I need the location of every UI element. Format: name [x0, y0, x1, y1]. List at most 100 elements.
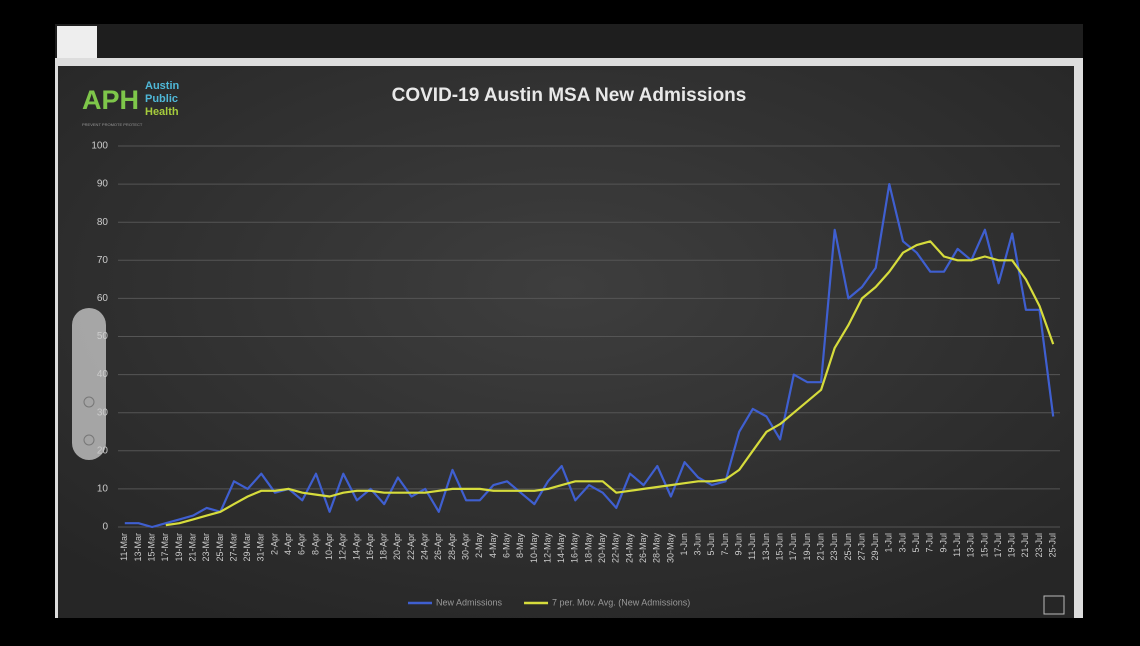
zoom-in[interactable]: [83, 396, 95, 408]
x-tick-label: 28-May: [652, 533, 662, 564]
y-tick-label: 0: [102, 522, 108, 533]
x-tick-label: 30-Apr: [461, 533, 471, 560]
x-tick-label: 20-Apr: [392, 533, 402, 560]
y-tick-label: 90: [97, 179, 109, 190]
x-tick-label: 7-Jun: [720, 533, 730, 556]
x-tick-label: 1-Jun: [679, 533, 689, 556]
x-tick-label: 5-Jun: [706, 533, 716, 556]
x-tick-label: 25-Jun: [843, 533, 853, 561]
x-tick-label: 8-May: [515, 533, 525, 559]
x-tick-label: 18-Apr: [379, 533, 389, 560]
x-tick-label: 18-May: [583, 533, 593, 564]
x-tick-label: 10-May: [529, 533, 539, 564]
x-tick-label: 6-Apr: [297, 533, 307, 555]
x-tick-label: 27-Mar: [228, 533, 238, 562]
x-tick-label: 28-Apr: [447, 533, 457, 560]
y-tick-label: 100: [91, 141, 108, 152]
x-tick-label: 19-Jun: [802, 533, 812, 561]
x-tick-label: 7-Jul: [925, 533, 935, 553]
x-tick-label: 13-Mar: [133, 533, 143, 562]
x-tick-label: 27-Jun: [856, 533, 866, 561]
x-tick-label: 11-Jul: [952, 533, 962, 557]
x-tick-label: 29-Jun: [870, 533, 880, 561]
x-tick-label: 17-Jul: [993, 533, 1003, 558]
plot: 0 10 20 30 40 50 60 70 80 90 100 11-Mar 13-Mar 15-Mar…: [91, 141, 1060, 607]
x-tick-label: 22-Apr: [406, 533, 416, 560]
logo-tagline: PREVENT PROMOTE PROTECT: [82, 122, 143, 127]
x-tick-label: 23-Mar: [201, 533, 211, 562]
x-tick-label: 26-Apr: [433, 533, 443, 560]
chart-panel: [58, 66, 1074, 618]
y-tick-label: 80: [97, 217, 109, 228]
x-tick-label: 11-Jun: [747, 533, 757, 560]
window-bar: [55, 24, 1083, 60]
series-line: [124, 183, 1055, 529]
x-tick-label: 3-Jun: [693, 533, 703, 556]
x-tick-label: 20-May: [597, 533, 607, 564]
x-tick-label: 12-May: [542, 533, 552, 564]
logo-text: Austin: [145, 80, 180, 92]
x-tick-label: 21-Jul: [1020, 533, 1030, 558]
x-tick-label: 11-Mar: [119, 533, 129, 561]
y-tick-label: 20: [97, 445, 109, 456]
x-tick-label: 17-Jun: [788, 533, 798, 561]
x-tick-label: 23-Jun: [829, 533, 839, 561]
y-tick-label: 30: [97, 407, 109, 418]
zoom-controls[interactable]: [72, 308, 106, 460]
logo-mark: APH: [82, 85, 139, 115]
x-tick-label: 13-Jul: [966, 533, 976, 558]
x-tick-label: 31-Mar: [256, 533, 266, 562]
window-tab: [57, 26, 97, 58]
x-tick-label: 19-Mar: [174, 533, 184, 562]
x-tick-label: 25-Mar: [215, 533, 225, 562]
legend-label: 7 per. Mov. Avg. (New Admissions): [552, 597, 690, 607]
x-tick-label: 21-Mar: [187, 533, 197, 562]
x-tick-label: 15-Jul: [979, 533, 989, 558]
x-tick-label: 4-Apr: [283, 533, 293, 555]
x-tick-label: 29-Mar: [242, 533, 252, 562]
legend-label: New Admissions: [436, 597, 503, 607]
x-tick-label: 9-Jun: [734, 533, 744, 556]
x-tick-label: 12-Apr: [338, 533, 348, 560]
x-tick-label: 14-May: [556, 533, 566, 564]
x-tick-label: 5-Jul: [911, 533, 921, 553]
x-tick-label: 2-Apr: [269, 533, 279, 555]
y-tick-label: 10: [97, 484, 109, 495]
x-tick-label: 2-May: [474, 533, 484, 559]
x-tick-label: 23-Jul: [1034, 533, 1044, 558]
y-tick-label: 60: [97, 293, 109, 304]
x-tick-label: 21-Jun: [815, 533, 825, 561]
x-tick-label: 24-May: [624, 533, 634, 564]
zoom-out[interactable]: [83, 434, 95, 446]
y-tick-label: 40: [97, 369, 109, 380]
x-tick-label: 24-Apr: [420, 533, 430, 560]
y-tick-label: 50: [97, 331, 109, 342]
logo-text: Health: [145, 106, 179, 118]
x-tick-label: 9-Jul: [938, 533, 948, 553]
x-tick-label: 10-Apr: [324, 533, 334, 560]
x-tick-label: 6-May: [501, 533, 511, 559]
x-tick-label: 15-Jun: [775, 533, 785, 561]
logo-text: Public: [145, 93, 178, 105]
x-tick-label: 22-May: [611, 533, 621, 564]
x-tick-label: 15-Mar: [147, 533, 157, 562]
x-tick-label: 1-Jul: [884, 533, 894, 553]
x-tick-label: 13-Jun: [761, 533, 771, 561]
chart-title: COVID-19 Austin MSA New Admissions: [392, 85, 747, 106]
x-tick-label: 14-Apr: [351, 533, 361, 560]
x-tick-label: 16-Apr: [365, 533, 375, 560]
series-line: [165, 240, 1055, 527]
x-tick-label: 8-Apr: [310, 533, 320, 555]
x-tick-label: 3-Jul: [897, 533, 907, 553]
x-tick-label: 25-Jul: [1048, 533, 1058, 558]
y-tick-label: 70: [97, 255, 109, 266]
x-tick-label: 26-May: [638, 533, 648, 564]
x-tick-label: 30-May: [665, 533, 675, 564]
x-tick-label: 19-Jul: [1007, 533, 1017, 558]
x-tick-label: 4-May: [488, 533, 498, 559]
exit-button[interactable]: [1043, 595, 1065, 615]
x-tick-label: 16-May: [570, 533, 580, 564]
x-tick-label: 17-Mar: [160, 533, 170, 562]
